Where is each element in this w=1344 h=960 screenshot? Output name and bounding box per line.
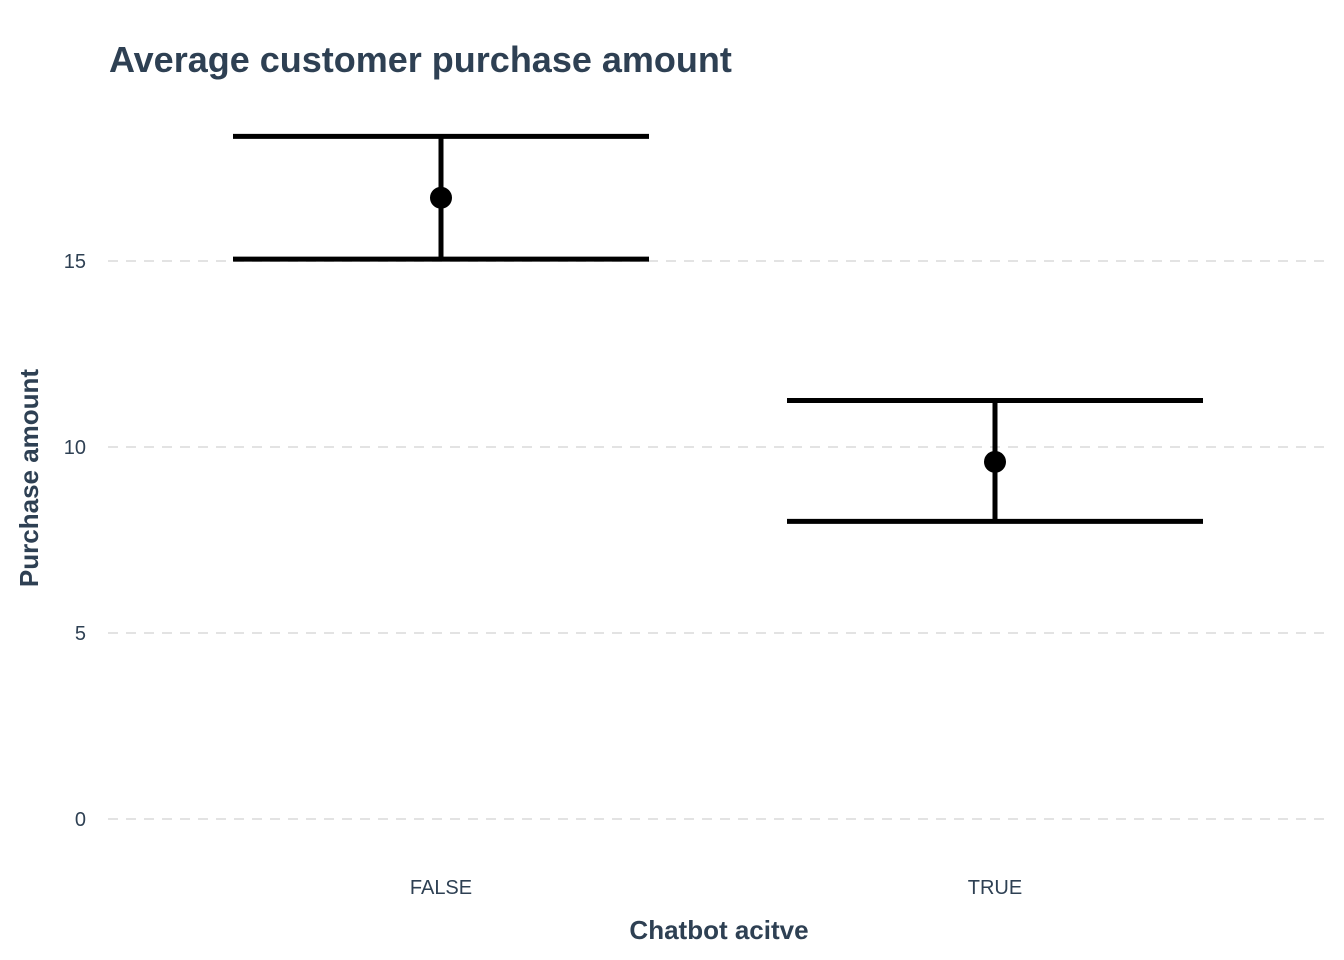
y-tick-label-5: 5 (75, 623, 86, 645)
x-tick-label-false: FALSE (410, 877, 472, 899)
mean-point-false (430, 186, 452, 209)
y-tick-label-0: 0 (75, 809, 86, 831)
y-tick-label-10: 10 (64, 437, 86, 459)
y-tick-label-15: 15 (64, 251, 86, 273)
y-tick-labels: 0 5 10 15 (64, 251, 86, 831)
x-tick-label-true: TRUE (968, 877, 1022, 899)
x-axis-title: Chatbot acitve (629, 915, 808, 945)
y-axis-title: Purchase amount (14, 369, 44, 588)
x-tick-labels: FALSE TRUE (410, 877, 1022, 899)
grid-lines (108, 260, 1324, 820)
chart-title: Average customer purchase amount (109, 39, 732, 80)
error-bars (233, 133, 1203, 524)
mean-point-true (984, 450, 1006, 473)
